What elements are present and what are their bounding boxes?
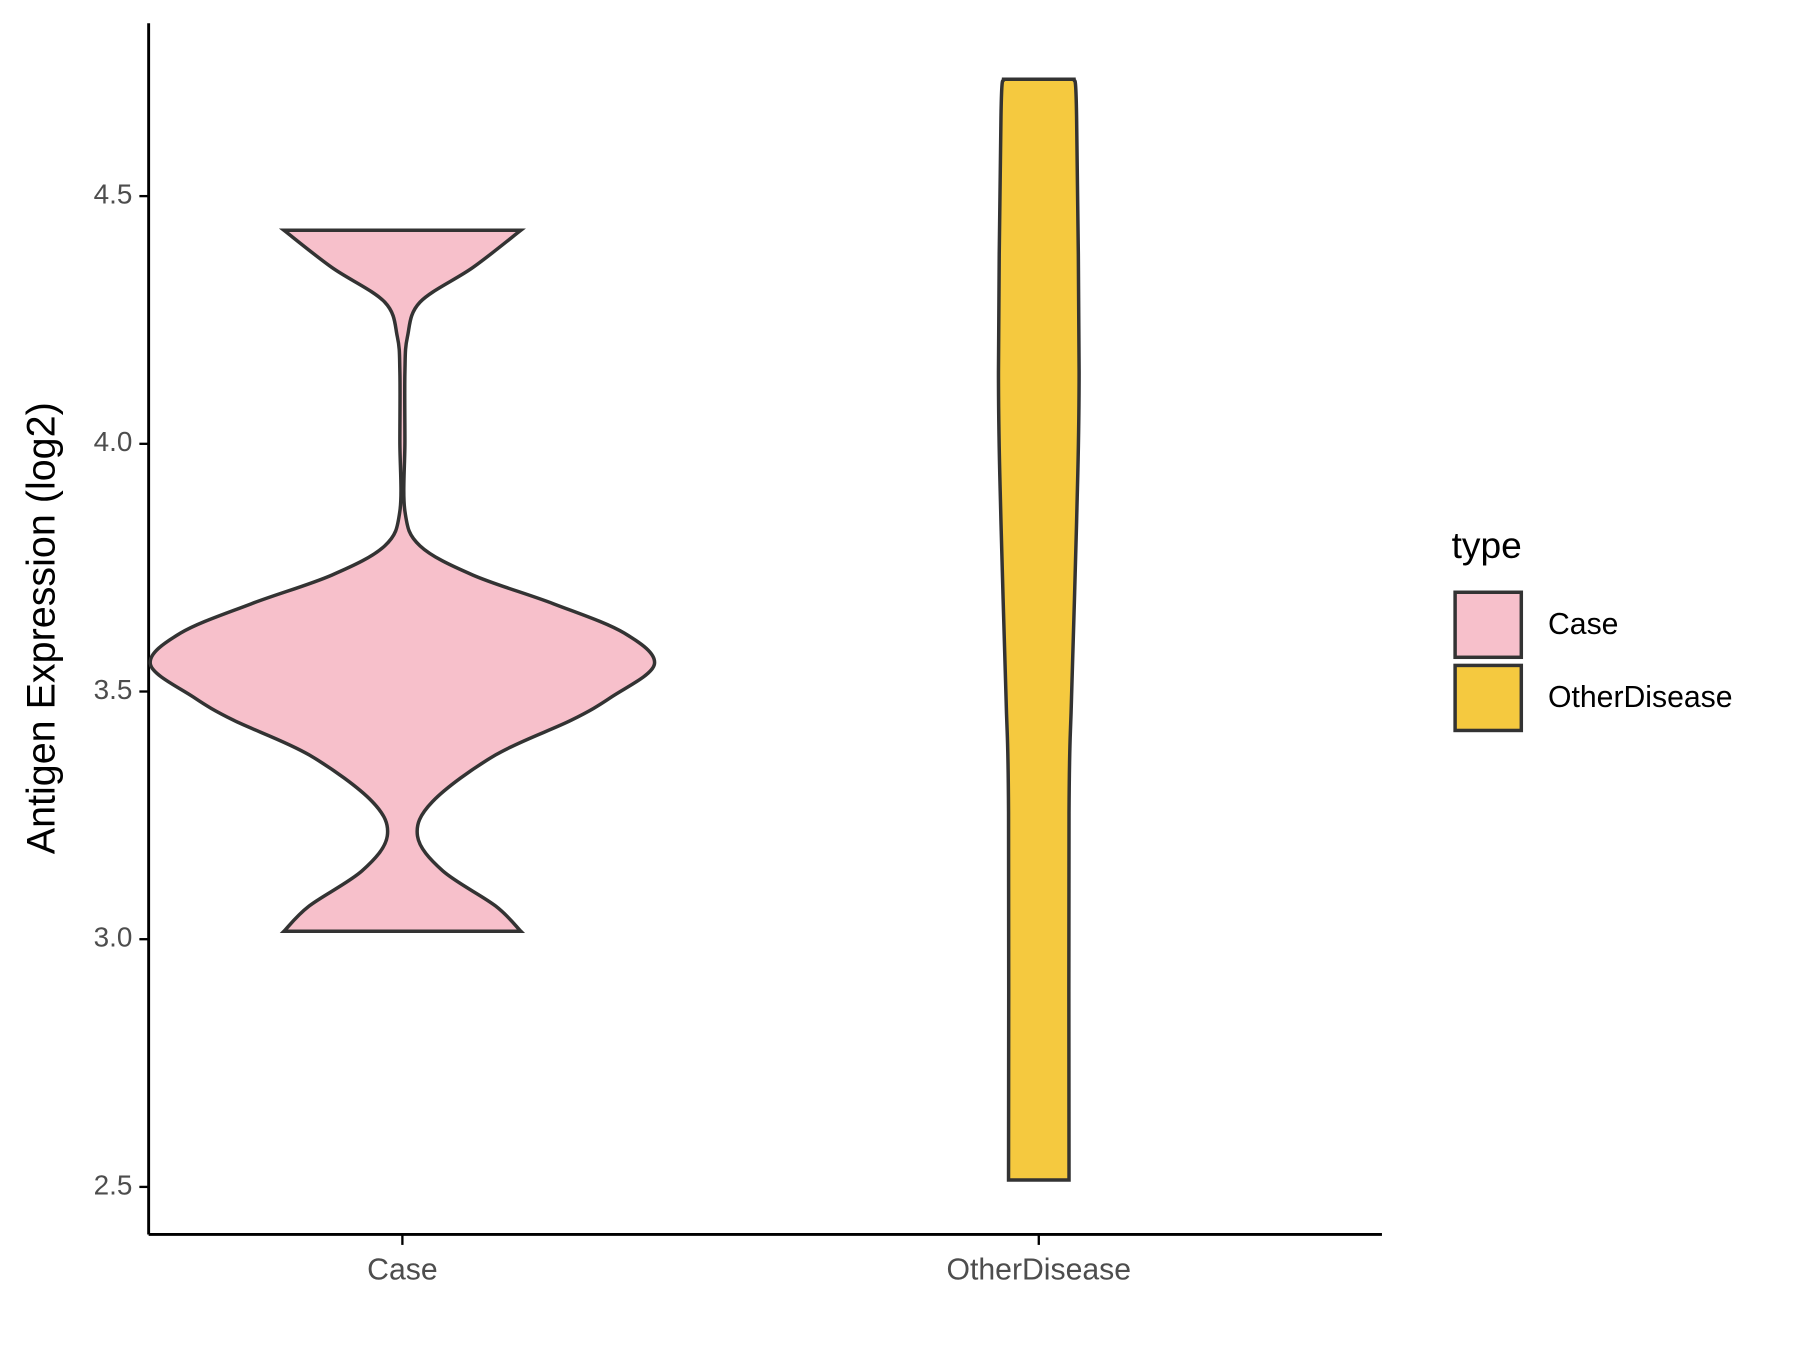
x-tick-label: Case bbox=[367, 1254, 437, 1287]
x-tick-label: OtherDisease bbox=[947, 1254, 1132, 1287]
y-tick-label: 2.5 bbox=[94, 1169, 133, 1200]
y-tick-label: 4.5 bbox=[94, 178, 133, 209]
legend-label: Case bbox=[1548, 608, 1618, 641]
legend-label: OtherDisease bbox=[1548, 681, 1733, 714]
y-tick-label: 3.5 bbox=[94, 674, 133, 705]
y-tick-label: 3.0 bbox=[94, 922, 133, 953]
violin bbox=[996, 77, 1081, 1182]
legend-key bbox=[1453, 663, 1524, 733]
legend-key bbox=[1453, 590, 1524, 660]
y-axis-title: Antigen Expression (log2) bbox=[20, 402, 64, 854]
legend-title: type bbox=[1452, 524, 1522, 566]
y-tick-label: 4.0 bbox=[94, 426, 133, 457]
plot: Antigen Expression (log2) type 2.5 3.0 3.5… bbox=[20, 23, 1733, 1287]
violin bbox=[148, 228, 657, 934]
